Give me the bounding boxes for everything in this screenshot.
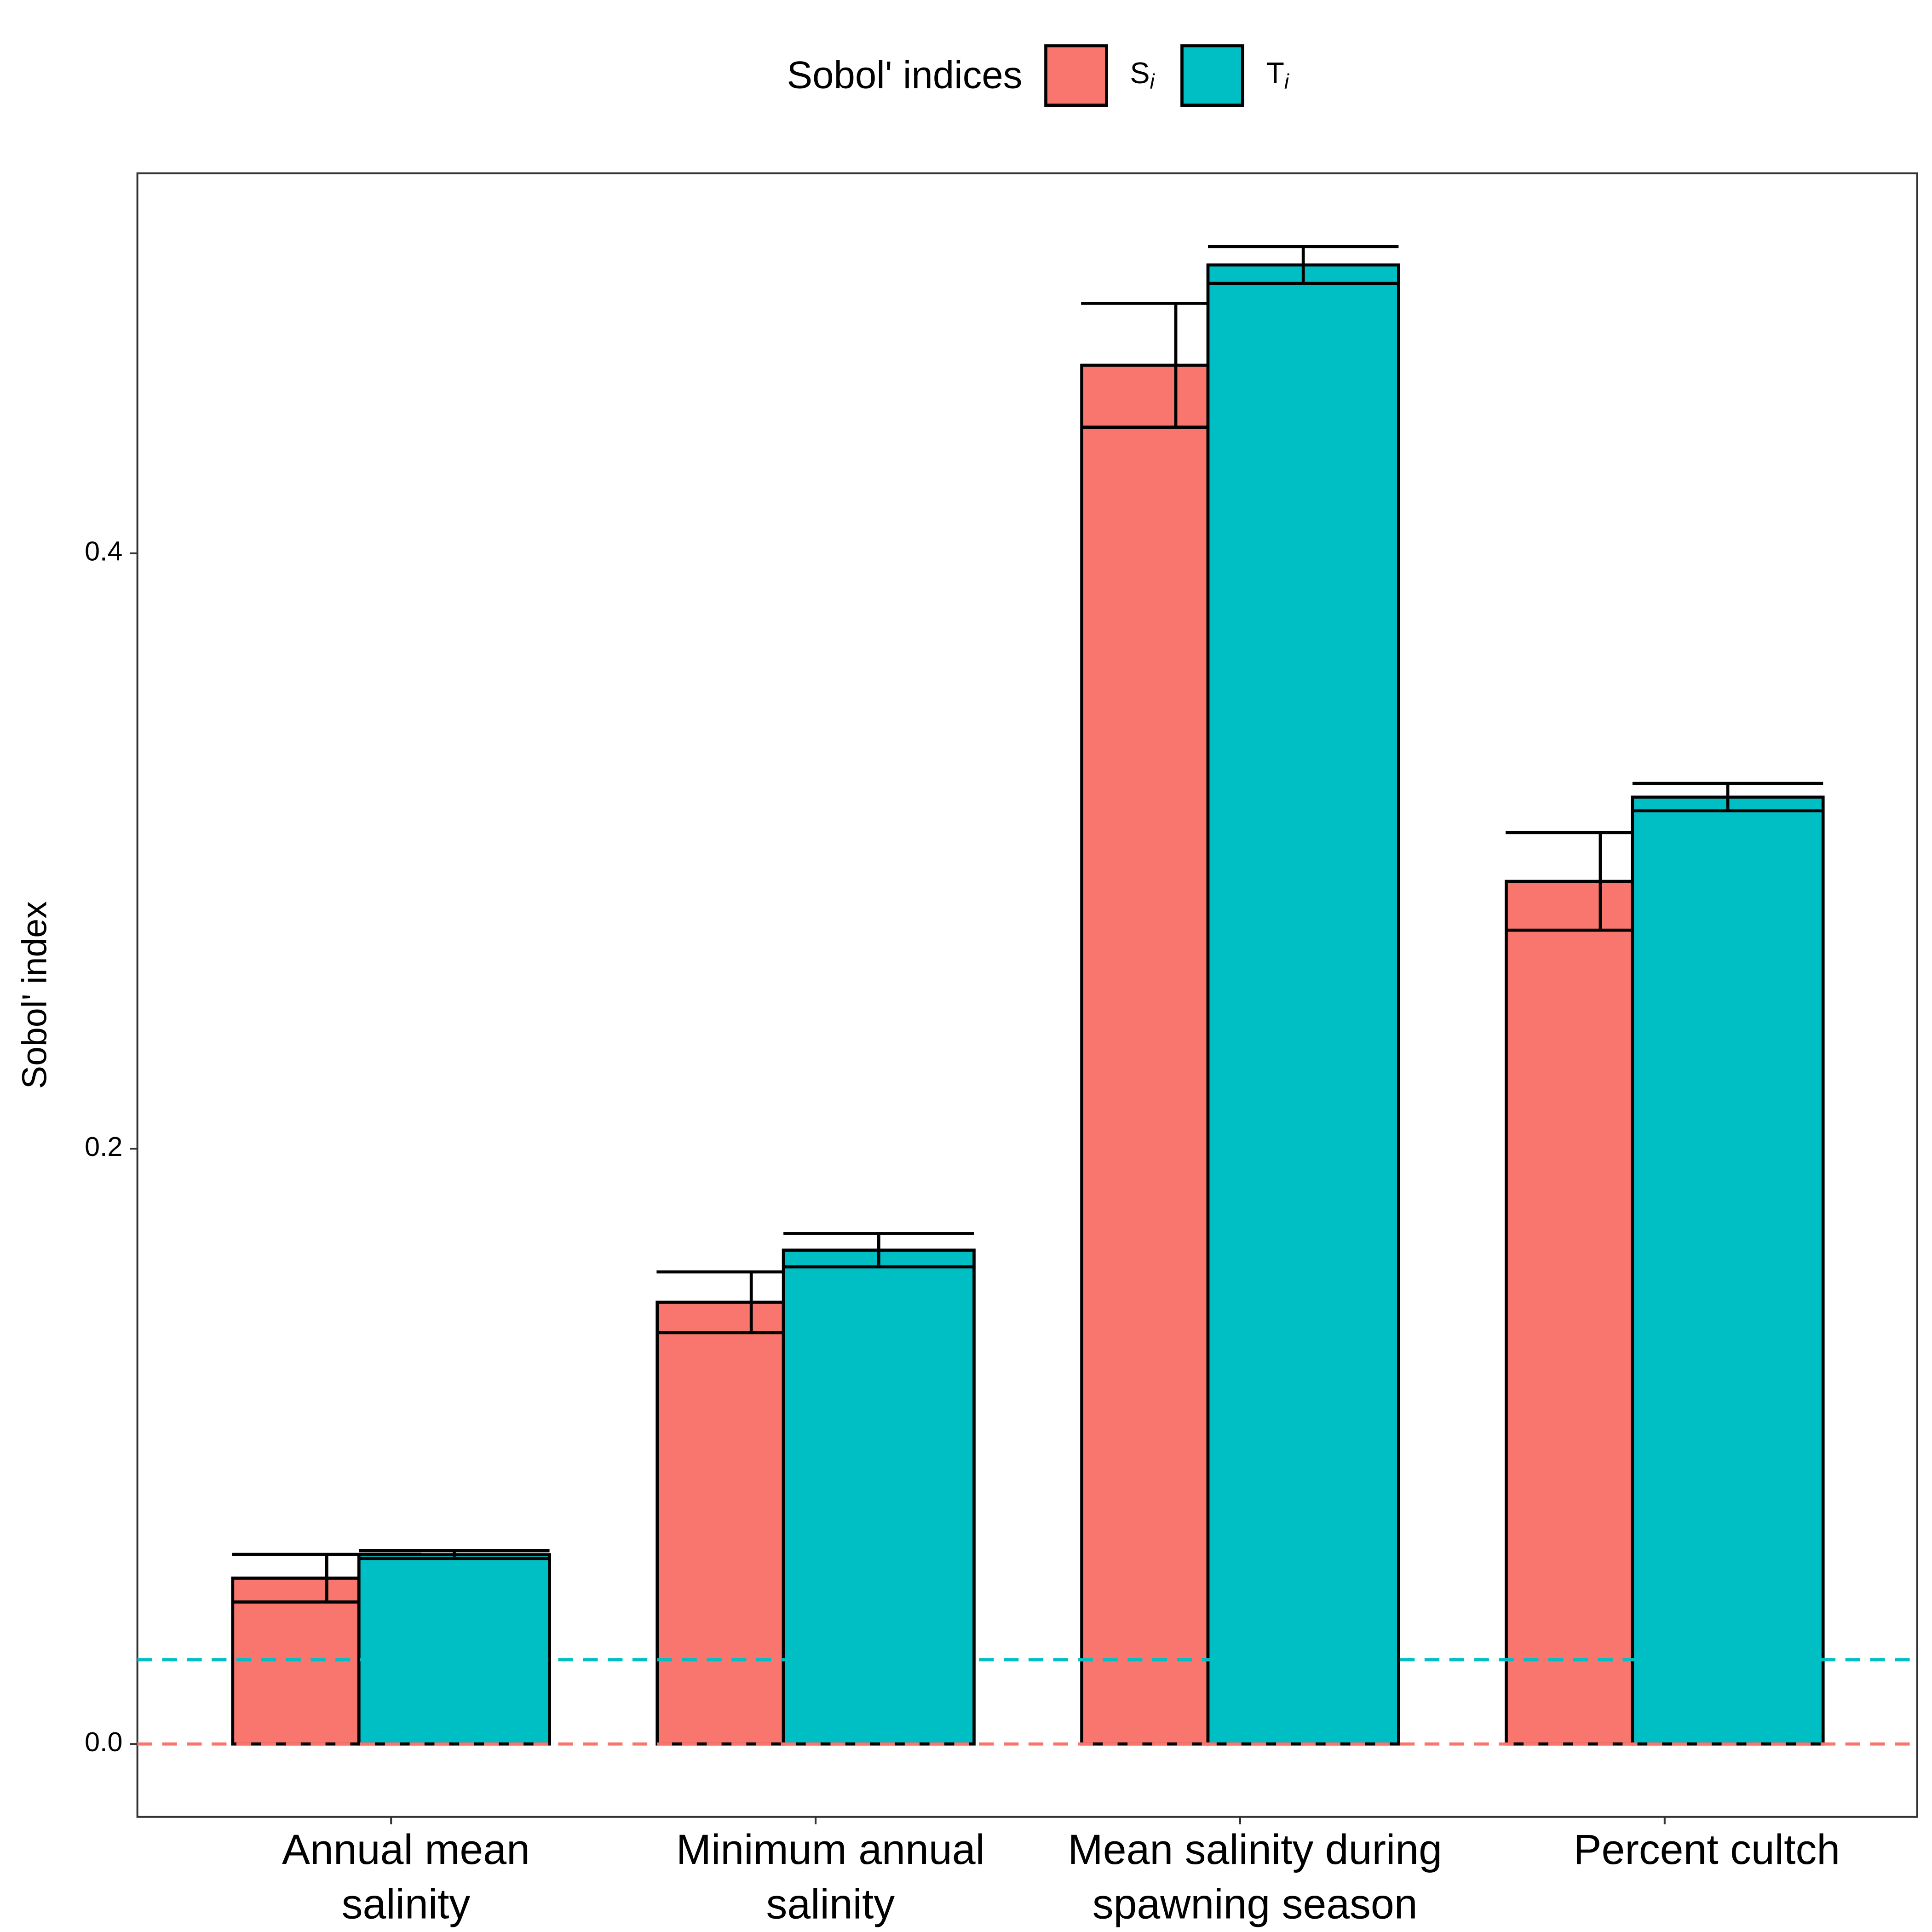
x-tick-label: Mean salinity during xyxy=(1068,1826,1442,1873)
bar xyxy=(1631,795,1825,1746)
x-tick-label: spawning season xyxy=(1092,1880,1418,1927)
x-tick-label: Percent cultch xyxy=(1574,1826,1840,1873)
legend-key xyxy=(1180,44,1244,107)
y-tick-label: 0.2 xyxy=(85,1131,122,1162)
legend-key xyxy=(1044,44,1108,107)
error-bar xyxy=(1208,245,1399,285)
y-tick-label: 0.0 xyxy=(85,1726,122,1757)
error-bar xyxy=(359,1549,550,1560)
legend-label: Si xyxy=(1130,57,1156,93)
x-tick-label: salinity xyxy=(342,1880,471,1927)
y-tick-label: 0.4 xyxy=(85,536,122,567)
bar xyxy=(1505,880,1634,1746)
error-bar xyxy=(783,1232,974,1269)
x-tick-label: Annual mean xyxy=(282,1826,530,1873)
y-axis-title: Sobol' index xyxy=(15,901,54,1089)
bar xyxy=(782,1248,976,1746)
bar xyxy=(357,1553,551,1746)
x-tick-label: salinity xyxy=(766,1880,895,1927)
error-bar xyxy=(1632,782,1823,813)
legend-label: Ti xyxy=(1266,57,1289,93)
bar xyxy=(1080,363,1210,1746)
legend-title: Sobol' indices xyxy=(787,54,1022,97)
bar xyxy=(656,1300,785,1746)
x-tick-label: Minimum annual xyxy=(676,1826,985,1873)
bar xyxy=(1206,263,1400,1746)
